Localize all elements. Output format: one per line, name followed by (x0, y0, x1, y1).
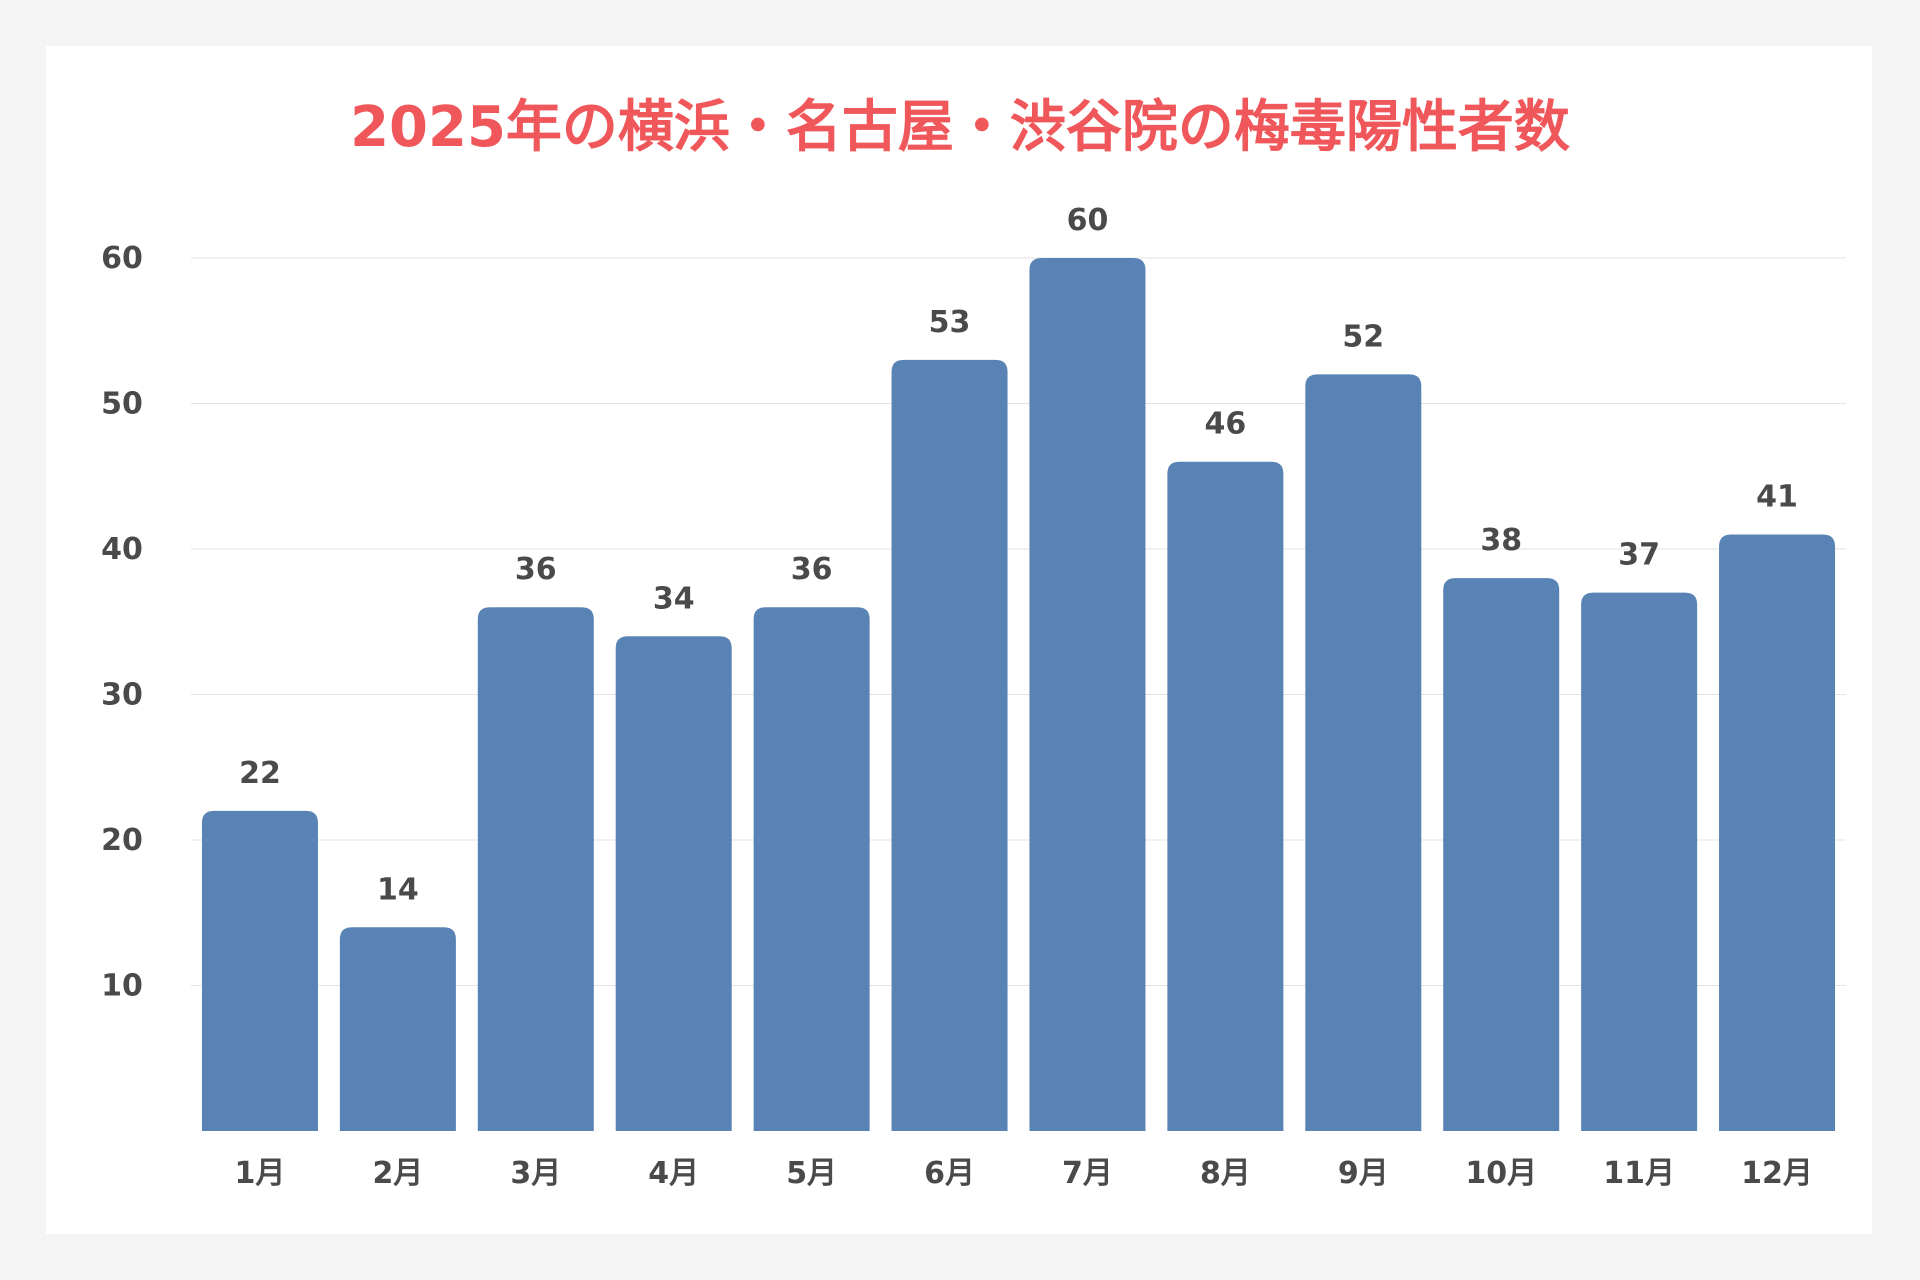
data-label: 53 (929, 305, 971, 340)
y-tick-label: 40 (101, 532, 143, 567)
data-label: 52 (1342, 319, 1384, 354)
data-label: 22 (239, 756, 281, 791)
x-tick-label: 11月 (1603, 1156, 1675, 1191)
bar (339, 927, 456, 1131)
x-tick-label: 5月 (786, 1156, 837, 1191)
data-label: 36 (791, 552, 833, 587)
x-tick-label: 7月 (1062, 1156, 1113, 1191)
bar (1029, 258, 1146, 1131)
bar (1167, 461, 1284, 1131)
data-label: 46 (1205, 407, 1247, 442)
x-tick-label: 4月 (648, 1156, 699, 1191)
x-tick-label: 9月 (1338, 1156, 1389, 1191)
x-tick-label: 12月 (1741, 1156, 1813, 1191)
data-label: 38 (1480, 523, 1522, 558)
bar (477, 607, 594, 1131)
bar (1443, 578, 1560, 1131)
x-tick-label: 8月 (1200, 1156, 1251, 1191)
bar (1305, 374, 1422, 1131)
chart-title: 2025年の横浜・名古屋・渋谷院の梅毒陽性者数 (350, 95, 1570, 160)
data-label: 36 (515, 552, 557, 587)
bar (201, 810, 318, 1131)
y-tick-label: 60 (101, 241, 143, 276)
x-tick-label: 6月 (924, 1156, 975, 1191)
data-label: 41 (1756, 479, 1798, 514)
x-tick-label: 2月 (372, 1156, 423, 1191)
bar (1719, 534, 1836, 1131)
bar (753, 607, 870, 1131)
bar (1581, 592, 1698, 1131)
y-tick-label: 30 (101, 678, 143, 713)
data-label: 34 (653, 581, 695, 616)
data-label: 60 (1067, 203, 1109, 238)
x-tick-label: 10月 (1465, 1156, 1537, 1191)
data-label: 14 (377, 872, 419, 907)
bar (891, 359, 1008, 1132)
bar (615, 636, 732, 1131)
y-tick-label: 50 (101, 387, 143, 422)
x-tick-label: 1月 (235, 1156, 286, 1191)
data-label: 37 (1618, 538, 1660, 573)
y-tick-label: 10 (101, 969, 143, 1004)
x-tick-label: 3月 (510, 1156, 561, 1191)
y-tick-label: 20 (101, 823, 143, 858)
